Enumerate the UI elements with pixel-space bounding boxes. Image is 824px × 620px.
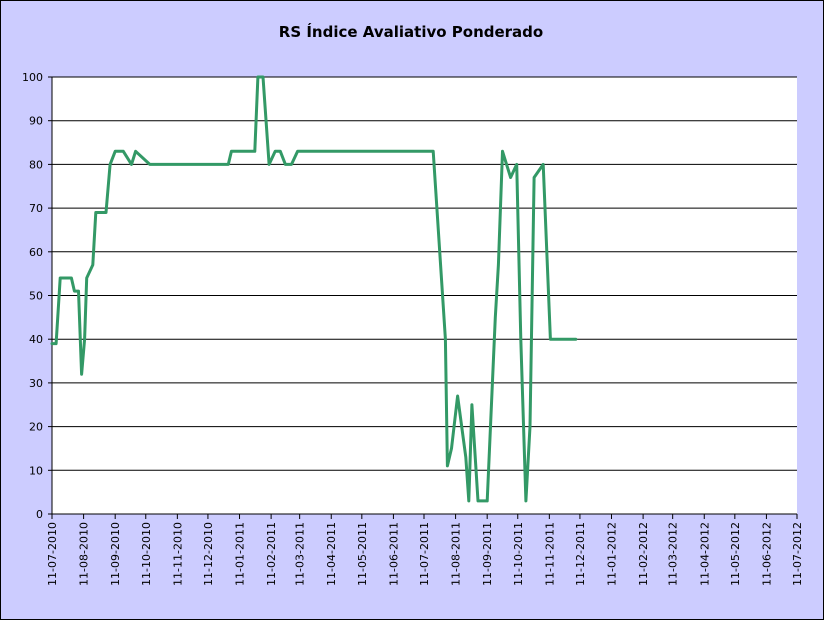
x-tick-label-11-07-2012: 11-07-2012	[791, 522, 804, 586]
gridlines	[52, 76, 797, 471]
chart-title: RS Índice Avaliativo Ponderado	[279, 22, 543, 41]
x-tick-label-11-12-2011: 11-12-2011	[574, 522, 587, 586]
y-tick-label-40: 40	[29, 333, 43, 346]
x-tick-label-11-09-2010: 11-09-2010	[109, 522, 122, 586]
x-tick-label-11-08-2010: 11-08-2010	[78, 522, 91, 586]
x-tick-label-11-11-2011: 11-11-2011	[543, 522, 556, 586]
x-tick-label-11-07-2011: 11-07-2011	[418, 522, 431, 586]
x-tick-label-11-02-2011: 11-02-2011	[265, 522, 278, 586]
x-tick-label-11-04-2011: 11-04-2011	[325, 522, 338, 586]
x-tick-label-11-08-2011: 11-08-2011	[450, 522, 463, 586]
y-tick-label-60: 60	[29, 246, 43, 259]
y-tick-label-10: 10	[29, 464, 43, 477]
x-tick-label-11-06-2012: 11-06-2012	[760, 522, 773, 586]
axes	[48, 76, 798, 519]
x-tick-label-11-09-2011: 11-09-2011	[481, 522, 494, 586]
x-tick-label-11-05-2011: 11-05-2011	[356, 522, 369, 586]
x-axis-ticks: 11-07-2010 11-08-2010 11-09-2010 11-10-2010…	[46, 522, 804, 586]
x-tick-label-11-11-2010: 11-11-2010	[171, 522, 184, 586]
y-tick-label-100: 100	[22, 71, 43, 84]
x-tick-label-11-12-2010: 11-12-2010	[202, 522, 215, 586]
x-tick-label-11-03-2012: 11-03-2012	[667, 522, 680, 586]
y-tick-label-20: 20	[29, 421, 43, 434]
y-tick-label-50: 50	[29, 290, 43, 303]
x-tick-label-11-06-2011: 11-06-2011	[387, 522, 400, 586]
y-axis-ticks: 0 10 20 30 40 50 60 70 80 90 100	[22, 71, 43, 521]
series-line-0	[50, 75, 578, 503]
x-tick-label-11-01-2012: 11-01-2012	[606, 522, 619, 586]
y-tick-label-30: 30	[29, 377, 43, 390]
x-tick-label-11-02-2012: 11-02-2012	[637, 522, 650, 586]
x-tick-label-11-04-2012: 11-04-2012	[698, 522, 711, 586]
x-tick-label-11-10-2010: 11-10-2010	[140, 522, 153, 586]
x-tick-label-11-05-2012: 11-05-2012	[729, 522, 742, 586]
y-tick-label-0: 0	[36, 508, 43, 521]
x-tick-label-11-10-2011: 11-10-2011	[512, 522, 525, 586]
x-tick-label-11-07-2010: 11-07-2010	[46, 522, 59, 586]
y-tick-label-70: 70	[29, 202, 43, 215]
y-tick-label-80: 80	[29, 158, 43, 171]
x-tick-label-11-01-2011: 11-01-2011	[234, 522, 247, 586]
x-tick-label-11-03-2011: 11-03-2011	[294, 522, 307, 586]
y-tick-label-90: 90	[29, 115, 43, 128]
series-layer	[50, 75, 578, 503]
